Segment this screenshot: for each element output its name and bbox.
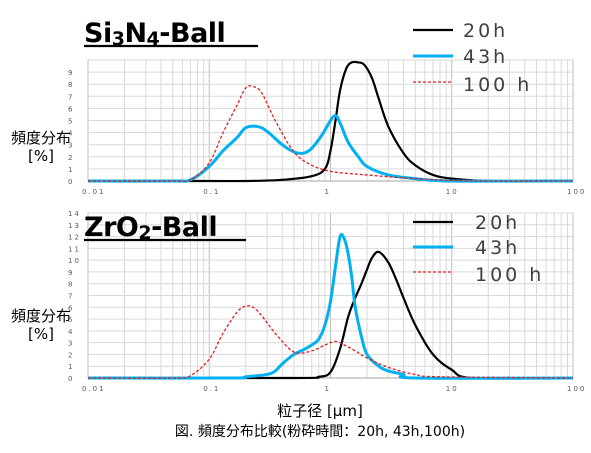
chart1-title: Si3N4-Ball <box>84 18 225 50</box>
chart2-series-line-100h <box>87 305 574 379</box>
chart1-ylabel-line1: 頻度分布 <box>11 129 71 147</box>
chart1-legend: 20h 43h 100 h <box>413 20 532 96</box>
chart1-legend-label-43h: 43h <box>463 46 508 68</box>
chart2-y-tick-label: 11 <box>68 245 81 253</box>
chart2-legend-label-20h: 20h <box>475 212 520 234</box>
chart2-y-tick-label: 3 <box>68 340 74 348</box>
chart2-y-tick-label: 7 <box>68 293 74 301</box>
chart2-series-line-43h <box>87 233 574 380</box>
chart2-legend-label-100h: 100 h <box>475 264 544 286</box>
chart1-y-tick-label: 3 <box>68 142 74 150</box>
chart2-y-tick-label: 5 <box>68 316 74 324</box>
chart2-y-tick-label: 8 <box>68 281 74 289</box>
chart1-y-tick-label: 9 <box>68 69 74 77</box>
chart2-x-tick-label: 100 <box>567 385 586 393</box>
chart2-legend: 20h 43h 100 h <box>413 212 544 286</box>
chart2-legend-label-43h: 43h <box>475 237 520 259</box>
chart2-x-tick-label: 0.1 <box>203 385 220 393</box>
chart2-x-tick-label: 1 <box>325 385 331 393</box>
chart1-y-tick-label: 2 <box>68 154 74 162</box>
chart2-y-tick-label: 12 <box>68 234 81 242</box>
chart1-series-lines <box>87 60 574 183</box>
chart2-series-lines <box>87 233 574 380</box>
chart1-y-tick-label: 6 <box>68 105 74 113</box>
chart1-x-tick-label: 0.01 <box>82 188 106 196</box>
chart2-title: ZrO2-Ball <box>84 212 217 244</box>
chart1-y-tick-label: 1 <box>68 166 74 174</box>
chart1-x-tick-label: 0.1 <box>203 188 220 196</box>
chart1-tick-labels: 0 1 2 3 4 5 6 7 8 9 0.01 0.1 1 10 100 <box>68 69 586 196</box>
chart2-y-tick-label: 6 <box>68 304 74 312</box>
chart1-legend-label-20h: 20h <box>463 20 508 42</box>
chart1-x-tick-label: 1 <box>325 188 331 196</box>
chart2-y-tick-label: 0 <box>68 375 74 383</box>
chart2-y-tick-label: 1 <box>68 363 74 371</box>
chart2-x-tick-label: 0.01 <box>82 385 106 393</box>
chart2-y-tick-label: 9 <box>68 269 74 277</box>
x-axis-label: 粒子径 [μm] <box>277 402 363 420</box>
chart1-y-tick-label: 8 <box>68 81 74 89</box>
figure-caption: 図. 頻度分布比較(粉砕時間：20h, 43h,100h) <box>175 424 465 440</box>
chart1-y-tick-label: 0 <box>68 178 74 186</box>
chart1-series-line-43h <box>87 114 574 183</box>
chart2-ylabel-line1: 頻度分布 <box>11 307 71 325</box>
chart1-ylabel-line2: [%] <box>28 147 54 165</box>
chart2-y-tick-label: 4 <box>68 328 74 336</box>
chart2-ylabel-line2: [%] <box>28 325 54 343</box>
chart2-y-tick-label: 2 <box>68 351 74 359</box>
chart1-y-tick-label: 7 <box>68 93 74 101</box>
chart1-x-tick-label: 100 <box>567 188 586 196</box>
chart1-legend-label-100h: 100 h <box>463 74 532 96</box>
chart2-y-tick-label: 13 <box>68 222 81 230</box>
chart1-series-line-100h <box>87 85 574 183</box>
chart2-series-line-20h <box>87 250 574 380</box>
chart2-y-tick-label: 10 <box>68 257 81 265</box>
chart1-y-tick-label: 5 <box>68 118 74 126</box>
chart1-x-tick-label: 10 <box>446 188 459 196</box>
chart1-series-line-20h <box>87 60 574 183</box>
chart1-y-tick-label: 4 <box>68 130 74 138</box>
chart2-y-tick-label: 14 <box>68 210 81 218</box>
chart2-x-tick-label: 10 <box>446 385 459 393</box>
